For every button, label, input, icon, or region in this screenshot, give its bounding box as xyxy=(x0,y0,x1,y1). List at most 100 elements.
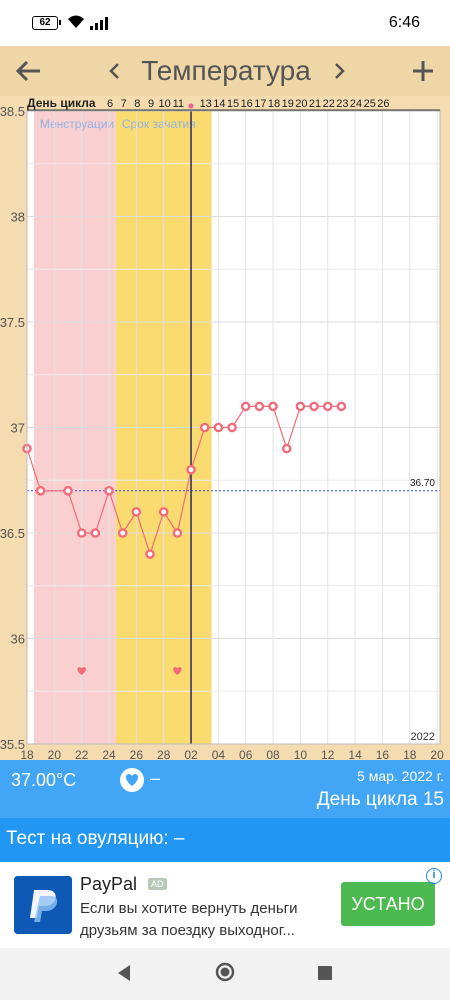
x-tick-label: 18 xyxy=(20,748,34,760)
temperature-chart[interactable]: Менструации Срок зачатия 38.5 38 37.5 37 36.5 3… xyxy=(0,96,450,760)
x-tick-label: 06 xyxy=(239,748,253,760)
data-point[interactable] xyxy=(295,401,306,412)
x-tick-label: 24 xyxy=(102,748,116,760)
selected-date: 5 мар. 2022 г. xyxy=(357,768,444,784)
y-tick-label: 38 xyxy=(11,210,25,225)
data-point[interactable] xyxy=(63,485,73,496)
ovulation-test-bar[interactable]: Тест на овуляцию: – xyxy=(0,818,450,862)
data-point[interactable] xyxy=(240,401,251,412)
add-button[interactable] xyxy=(408,53,438,89)
cycle-day-label: 13 xyxy=(200,98,212,110)
nav-home-icon[interactable] xyxy=(215,962,235,982)
next-period-button[interactable] xyxy=(328,55,350,87)
ovulation-test-text: Тест на овуляцию: – xyxy=(6,828,185,849)
cycle-day-label: 23 xyxy=(336,98,348,110)
day-info-bar[interactable]: 37.00°C – 5 мар. 2022 г. День цикла 15 xyxy=(0,760,450,818)
ad-text-line-2: друзьям за поездку выходног... xyxy=(80,922,295,939)
data-point[interactable] xyxy=(281,443,292,454)
data-point[interactable] xyxy=(131,507,142,517)
cycle-day-label: 9 xyxy=(148,98,154,110)
cycle-day-label: 8 xyxy=(134,98,140,110)
cycle-day-label: 26 xyxy=(377,98,389,110)
paypal-logo-icon xyxy=(14,876,72,934)
info-icon[interactable]: i xyxy=(426,868,442,884)
cycle-day-label: День цикла 15 xyxy=(316,789,444,810)
year-label: 2022 xyxy=(411,731,435,743)
data-point[interactable] xyxy=(117,528,128,538)
x-tick-label: 20 xyxy=(48,748,62,760)
heart-icon[interactable] xyxy=(120,768,144,792)
x-tick-label: 14 xyxy=(348,748,362,760)
data-point[interactable] xyxy=(254,401,265,412)
cycle-day-label: 6 xyxy=(107,98,113,110)
data-point[interactable] xyxy=(158,507,169,517)
cycle-day-title: День цикла xyxy=(27,96,96,110)
data-point[interactable] xyxy=(336,401,347,412)
cycle-day-label: 25 xyxy=(364,98,376,110)
chevron-right-icon xyxy=(335,63,345,79)
y-tick-label: 38.5 xyxy=(0,104,25,119)
x-tick-label: 20 xyxy=(430,748,444,760)
data-point[interactable] xyxy=(322,401,333,412)
clock: 6:46 xyxy=(388,14,420,31)
cycle-day-label: 17 xyxy=(254,98,266,110)
page-title: Температура xyxy=(141,55,311,86)
data-point[interactable] xyxy=(172,528,183,538)
data-point[interactable] xyxy=(76,528,87,538)
cycle-day-label: 19 xyxy=(282,98,294,110)
signal-icon xyxy=(90,17,108,30)
heart-icon xyxy=(77,667,86,675)
x-tick-label: 10 xyxy=(294,748,308,760)
data-point[interactable] xyxy=(186,464,196,475)
data-point[interactable] xyxy=(145,549,155,559)
intercourse-value: – xyxy=(150,768,161,788)
x-tick-label: 16 xyxy=(376,748,390,760)
nav-back-icon[interactable] xyxy=(116,964,132,982)
x-tick-label: 28 xyxy=(157,748,171,760)
x-tick-label: 08 xyxy=(266,748,280,760)
x-tick-label: 26 xyxy=(130,748,144,760)
data-point[interactable] xyxy=(213,422,224,433)
y-tick-label: 35.5 xyxy=(0,737,25,752)
cycle-day-label: 7 xyxy=(121,98,127,110)
data-point[interactable] xyxy=(309,401,319,412)
chart-svg[interactable]: Менструации Срок зачатия 38.5 38 37.5 37 36.5 3… xyxy=(0,96,450,760)
ad-text-line-1: Если вы хотите вернуть деньги xyxy=(80,900,298,917)
data-point[interactable] xyxy=(104,485,114,496)
nav-recents-icon[interactable] xyxy=(318,966,332,980)
ad-badge: AD xyxy=(148,878,167,890)
data-point[interactable] xyxy=(268,401,278,412)
y-tick-label: 37 xyxy=(11,421,25,436)
band-label: Срок зачатия xyxy=(122,117,196,131)
chevron-left-icon xyxy=(109,63,119,79)
cycle-day-label: 22 xyxy=(323,98,335,110)
y-tick-label: 36 xyxy=(11,632,25,647)
band-label: Менструации xyxy=(40,117,114,131)
data-point[interactable] xyxy=(227,422,237,433)
cycle-day-label: 20 xyxy=(295,98,307,110)
cycle-day-label: 11 xyxy=(173,98,184,110)
prev-period-button[interactable] xyxy=(104,55,126,87)
ad-title[interactable]: PayPal xyxy=(80,874,138,894)
ad-banner[interactable]: PayPal AD Если вы хотите вернуть деньги … xyxy=(0,862,450,948)
y-tick-label: 36.5 xyxy=(0,526,25,541)
battery-icon: 62 xyxy=(32,16,61,30)
cycle-day-label: 16 xyxy=(241,98,253,110)
wifi-icon xyxy=(68,15,84,28)
x-tick-label: 18 xyxy=(403,748,417,760)
data-point[interactable] xyxy=(35,485,46,496)
back-button[interactable] xyxy=(14,53,44,89)
ovulation-dot xyxy=(188,103,194,109)
plot-border xyxy=(26,110,441,745)
ad-install-button[interactable]: УСТАНО xyxy=(341,882,435,926)
app-header: Температура xyxy=(0,46,450,96)
x-tick-label: 02 xyxy=(184,748,198,760)
y-tick-label: 37.5 xyxy=(0,315,25,330)
data-point[interactable] xyxy=(199,422,210,433)
x-tick-label: 12 xyxy=(321,748,335,760)
status-bar: 62 6:46 xyxy=(0,0,450,46)
data-point[interactable] xyxy=(90,528,101,538)
arrow-left-icon xyxy=(15,60,40,82)
cycle-day-label: 15 xyxy=(227,98,239,110)
x-tick-label: 22 xyxy=(75,748,89,760)
